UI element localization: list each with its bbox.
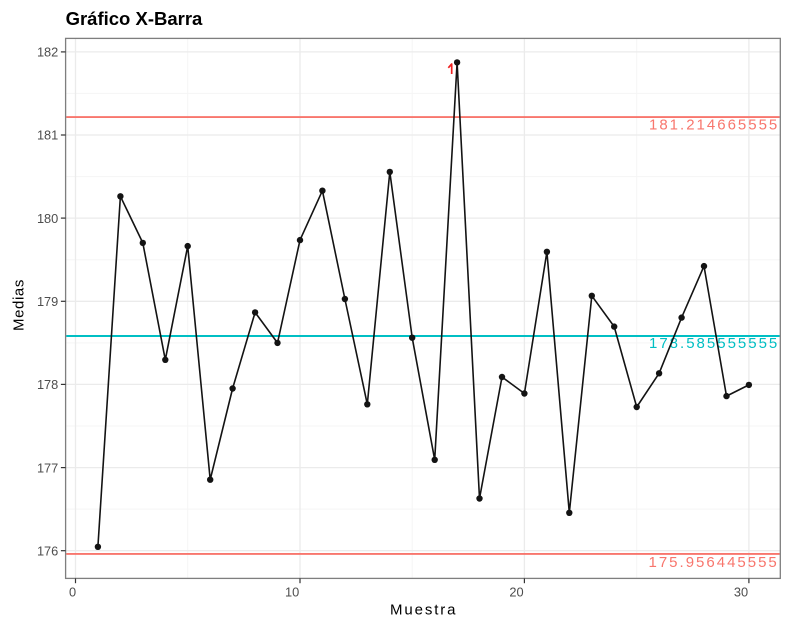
svg-text:Muestra: Muestra (390, 602, 458, 619)
svg-text:20: 20 (509, 585, 523, 600)
svg-text:182: 182 (37, 45, 58, 60)
svg-text:10: 10 (285, 585, 299, 600)
svg-text:178.58555555556: 178.58555555556 (649, 335, 799, 352)
svg-text:Gráfico X-Barra: Gráfico X-Barra (66, 8, 203, 29)
svg-text:30: 30 (734, 585, 748, 600)
svg-text:0: 0 (69, 585, 76, 600)
svg-text:176: 176 (37, 543, 58, 558)
svg-text:178: 178 (37, 377, 58, 392)
svg-text:181: 181 (37, 128, 58, 143)
svg-text:175.95644555556: 175.95644555556 (649, 554, 799, 571)
svg-text:177: 177 (37, 460, 58, 475)
svg-text:179: 179 (37, 294, 58, 309)
svg-text:Medias: Medias (11, 279, 28, 331)
svg-text:181.21466555556: 181.21466555556 (649, 117, 799, 134)
svg-text:180: 180 (37, 211, 58, 226)
